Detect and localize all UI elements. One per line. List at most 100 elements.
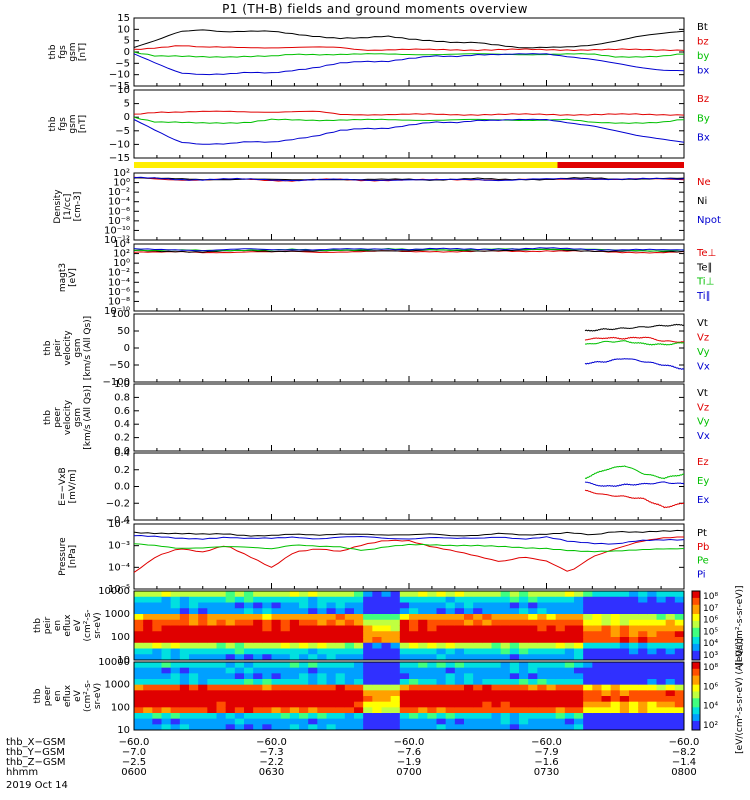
y-axis-label: gsm <box>73 338 83 357</box>
heatmap-cell <box>198 602 208 609</box>
heatmap-cell <box>610 591 621 598</box>
heatmap-cell <box>372 642 382 649</box>
heatmap-cell <box>427 654 437 661</box>
heatmap-cell <box>335 724 346 731</box>
heatmap-cell <box>143 637 153 644</box>
heatmap-cell <box>244 707 254 714</box>
heatmap-cell <box>500 642 511 649</box>
heatmap-cell <box>674 718 685 725</box>
heatmap-cell <box>207 619 217 626</box>
heatmap-cell <box>537 679 547 686</box>
heatmap-cell <box>491 696 502 703</box>
heatmap-cell <box>317 662 327 669</box>
heatmap-cell <box>399 654 410 661</box>
heatmap-cell <box>372 701 382 708</box>
heatmap-cell <box>409 614 419 621</box>
heatmap-cell <box>537 718 547 725</box>
heatmap-cell <box>363 596 373 603</box>
heatmap-cell <box>610 684 621 691</box>
heatmap-cell <box>629 718 639 725</box>
heatmap-cell <box>335 684 346 691</box>
heatmap-cell <box>491 642 502 649</box>
heatmap-cell <box>344 625 355 632</box>
heatmap-cell <box>674 684 685 691</box>
heatmap-cell <box>399 679 410 686</box>
heatmap-cell <box>179 648 190 655</box>
heatmap-cell <box>574 619 584 626</box>
heatmap-cell <box>152 667 162 674</box>
x-axis-value: −7.0 <box>122 747 146 758</box>
heatmap-cell <box>189 625 199 632</box>
y-axis-label: thb <box>48 116 58 131</box>
colorbar-cell <box>692 718 700 722</box>
heatmap-cell <box>390 614 401 621</box>
heatmap-cell <box>656 724 667 731</box>
heatmap-cell <box>519 684 529 691</box>
heatmap-cell <box>234 679 245 686</box>
heatmap-cell <box>152 679 162 686</box>
heatmap-cell <box>528 690 538 697</box>
heatmap-cell <box>198 707 208 714</box>
heatmap-cell <box>601 707 612 714</box>
heatmap-cell <box>216 648 227 655</box>
heatmap-cell <box>509 673 520 680</box>
heatmap-cell <box>638 684 648 691</box>
heatmap-cell <box>500 591 511 598</box>
heatmap-cell <box>289 690 300 697</box>
heatmap-cell <box>564 591 575 598</box>
heatmap-cell <box>592 690 602 697</box>
heatmap-cell <box>665 648 676 655</box>
heatmap-cell <box>537 596 547 603</box>
heatmap-cell <box>427 648 437 655</box>
heatmap-cell <box>189 696 199 703</box>
heatmap-cell <box>519 602 529 609</box>
heatmap-cell <box>280 696 291 703</box>
heatmap-cell <box>198 619 208 626</box>
heatmap-cell <box>528 718 538 725</box>
heatmap-cell <box>537 625 547 632</box>
heatmap-cell <box>509 619 520 626</box>
legend-entry: By <box>697 113 710 124</box>
heatmap-cell <box>656 662 667 669</box>
heatmap-cell <box>574 642 584 649</box>
heatmap-cell <box>207 602 217 609</box>
heatmap-cell <box>665 602 676 609</box>
heatmap-cell <box>170 713 181 720</box>
heatmap-cell <box>317 667 327 674</box>
y-axis-label: sr-eV) <box>93 683 103 709</box>
heatmap-cell <box>610 654 621 661</box>
y-axis-label: [nPa] <box>68 545 78 568</box>
heatmap-cell <box>564 713 575 720</box>
legend-entry: Vz <box>697 402 709 413</box>
heatmap-cell <box>179 724 190 731</box>
y-axis-label: velocity <box>63 330 73 366</box>
heatmap-cell <box>152 602 162 609</box>
heatmap-cell <box>427 667 437 674</box>
heatmap-cell <box>509 724 520 731</box>
heatmap-cell <box>326 673 337 680</box>
heatmap-cell <box>665 696 676 703</box>
heatmap-cell <box>207 625 217 632</box>
heatmap-cell <box>674 608 685 615</box>
heatmap-cell <box>381 667 392 674</box>
heatmap-cell <box>409 673 419 680</box>
heatmap-cell <box>629 707 639 714</box>
heatmap-cell <box>564 679 575 686</box>
heatmap-cell <box>399 696 410 703</box>
heatmap-cell <box>656 596 667 603</box>
heatmap-cell <box>574 654 584 661</box>
colorbar-cell <box>692 662 700 665</box>
series-line-Vt <box>584 323 685 332</box>
heatmap-cell <box>207 631 217 638</box>
heatmap-cell <box>491 637 502 644</box>
panel-frame <box>133 17 685 87</box>
y-axis-label: thb <box>33 688 43 703</box>
heatmap-cell <box>564 690 575 697</box>
heatmap-cell <box>629 684 639 691</box>
heatmap-cell <box>638 614 648 621</box>
heatmap-cell <box>244 614 254 621</box>
heatmap-cell <box>482 602 492 609</box>
heatmap-cell <box>555 654 566 661</box>
heatmap-cell <box>491 631 502 638</box>
heatmap-cell <box>198 648 208 655</box>
